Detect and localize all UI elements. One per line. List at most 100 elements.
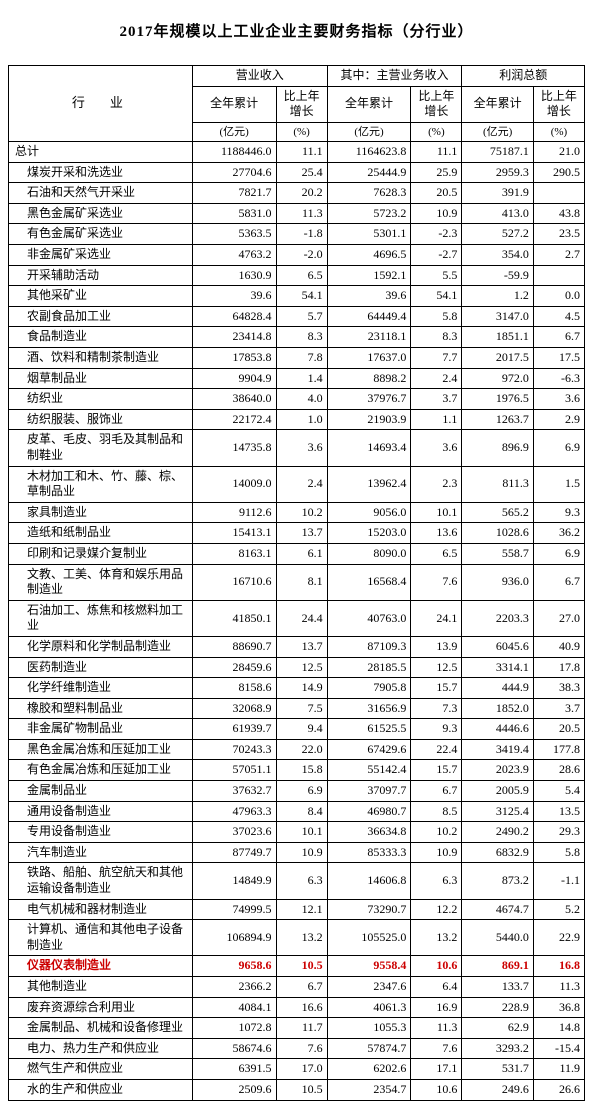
cell-revenue: 37023.6: [192, 822, 276, 843]
cell-revenue-growth: 5.7: [276, 306, 327, 327]
cell-profit-growth: 26.6: [533, 1079, 584, 1100]
cell-main-revenue-growth: 7.7: [411, 348, 462, 369]
cell-main-revenue-growth: 2.4: [411, 368, 462, 389]
cell-profit-growth: 9.3: [533, 502, 584, 523]
cell-revenue: 37632.7: [192, 781, 276, 802]
cell-revenue: 9904.9: [192, 368, 276, 389]
cell-profit-growth: -15.4: [533, 1038, 584, 1059]
industry-name: 水的生产和供应业: [9, 1079, 193, 1100]
cell-revenue: 7821.7: [192, 183, 276, 204]
cell-profit: 558.7: [462, 543, 533, 564]
industry-name: 木材加工和木、竹、藤、棕、草制品业: [9, 466, 193, 502]
cell-profit-growth: 6.9: [533, 543, 584, 564]
table-row: 计算机、通信和其他电子设备制造业106894.913.2105525.013.2…: [9, 920, 585, 956]
cell-main-revenue-growth: -2.7: [411, 245, 462, 266]
unit-pct-2: (%): [411, 122, 462, 141]
cell-profit: -59.9: [462, 265, 533, 286]
cell-revenue-growth: 11.3: [276, 203, 327, 224]
cell-profit: 527.2: [462, 224, 533, 245]
cell-main-revenue: 23118.1: [327, 327, 411, 348]
cell-main-revenue: 7628.3: [327, 183, 411, 204]
col-fullyear-3: 全年累计: [462, 86, 533, 122]
cell-revenue: 5831.0: [192, 203, 276, 224]
table-row: 汽车制造业87749.710.985333.310.96832.95.8: [9, 842, 585, 863]
cell-revenue: 106894.9: [192, 920, 276, 956]
cell-main-revenue-growth: 6.5: [411, 543, 462, 564]
cell-revenue-growth: 54.1: [276, 286, 327, 307]
industry-name: 煤炭开采和洗选业: [9, 162, 193, 183]
table-row: 黑色金属矿采选业5831.011.35723.210.9413.043.8: [9, 203, 585, 224]
cell-main-revenue: 105525.0: [327, 920, 411, 956]
cell-profit-growth: 28.6: [533, 760, 584, 781]
cell-revenue: 74999.5: [192, 899, 276, 920]
col-yoy-2: 比上年增长: [411, 86, 462, 122]
cell-revenue-growth: 6.3: [276, 863, 327, 899]
cell-profit-growth: 290.5: [533, 162, 584, 183]
cell-profit: 565.2: [462, 502, 533, 523]
cell-main-revenue-growth: 22.4: [411, 739, 462, 760]
cell-main-revenue: 9558.4: [327, 956, 411, 977]
cell-profit: 3125.4: [462, 801, 533, 822]
cell-revenue-growth: 1.4: [276, 368, 327, 389]
table-row: 印刷和记录媒介复制业8163.16.18090.06.5558.76.9: [9, 543, 585, 564]
table-row: 仪器仪表制造业9658.610.59558.410.6869.116.8: [9, 956, 585, 977]
cell-profit: 444.9: [462, 678, 533, 699]
cell-main-revenue-growth: 3.6: [411, 430, 462, 466]
cell-main-revenue-growth: 15.7: [411, 760, 462, 781]
industry-name: 电气机械和器材制造业: [9, 899, 193, 920]
table-row: 专用设备制造业37023.610.136634.810.22490.229.3: [9, 822, 585, 843]
cell-profit-growth: 6.9: [533, 430, 584, 466]
cell-revenue: 8158.6: [192, 678, 276, 699]
cell-profit-growth: 5.8: [533, 842, 584, 863]
table-row: 化学原料和化学制品制造业88690.713.787109.313.96045.6…: [9, 636, 585, 657]
cell-revenue-growth: 8.1: [276, 564, 327, 600]
cell-revenue-growth: 6.9: [276, 781, 327, 802]
cell-main-revenue-growth: 8.3: [411, 327, 462, 348]
cell-main-revenue: 39.6: [327, 286, 411, 307]
industry-name: 汽车制造业: [9, 842, 193, 863]
financial-table: 行 业 营业收入 其中：主营业务收入 利润总额 全年累计 比上年增长 全年累计 …: [8, 65, 585, 1101]
industry-name: 仪器仪表制造业: [9, 956, 193, 977]
cell-profit-growth: 3.6: [533, 389, 584, 410]
industry-name: 金属制品业: [9, 781, 193, 802]
cell-main-revenue-growth: 5.8: [411, 306, 462, 327]
cell-main-revenue: 46980.7: [327, 801, 411, 822]
table-row: 水的生产和供应业2509.610.52354.710.6249.626.6: [9, 1079, 585, 1100]
cell-profit-growth: 38.3: [533, 678, 584, 699]
cell-revenue: 9112.6: [192, 502, 276, 523]
col-industry: 行 业: [9, 66, 193, 142]
cell-profit: 133.7: [462, 977, 533, 998]
cell-revenue-growth: 20.2: [276, 183, 327, 204]
cell-profit: 6832.9: [462, 842, 533, 863]
cell-main-revenue: 21903.9: [327, 409, 411, 430]
cell-main-revenue-growth: 10.9: [411, 203, 462, 224]
cell-revenue: 41850.1: [192, 600, 276, 636]
table-header: 行 业 营业收入 其中：主营业务收入 利润总额 全年累计 比上年增长 全年累计 …: [9, 66, 585, 142]
cell-profit-growth: 177.8: [533, 739, 584, 760]
cell-main-revenue: 37976.7: [327, 389, 411, 410]
cell-revenue-growth: 11.7: [276, 1018, 327, 1039]
page-title: 2017年规模以上工业企业主要财务指标（分行业）: [8, 20, 585, 41]
col-group-profit: 利润总额: [462, 66, 585, 87]
cell-main-revenue: 7905.8: [327, 678, 411, 699]
table-row: 废弃资源综合利用业4084.116.64061.316.9228.936.8: [9, 997, 585, 1018]
industry-name: 家具制造业: [9, 502, 193, 523]
cell-revenue: 1072.8: [192, 1018, 276, 1039]
cell-revenue: 39.6: [192, 286, 276, 307]
cell-main-revenue: 8090.0: [327, 543, 411, 564]
cell-revenue: 14009.0: [192, 466, 276, 502]
cell-revenue-growth: 13.7: [276, 523, 327, 544]
cell-revenue: 27704.6: [192, 162, 276, 183]
cell-profit-growth: 27.0: [533, 600, 584, 636]
cell-revenue: 2509.6: [192, 1079, 276, 1100]
cell-profit-growth: 6.7: [533, 327, 584, 348]
cell-revenue: 14849.9: [192, 863, 276, 899]
cell-main-revenue: 37097.7: [327, 781, 411, 802]
cell-main-revenue: 13962.4: [327, 466, 411, 502]
cell-main-revenue: 31656.9: [327, 698, 411, 719]
cell-main-revenue-growth: 2.3: [411, 466, 462, 502]
industry-name: 石油加工、炼焦和核燃料加工业: [9, 600, 193, 636]
cell-profit: 413.0: [462, 203, 533, 224]
table-row: 石油加工、炼焦和核燃料加工业41850.124.440763.024.12203…: [9, 600, 585, 636]
col-fullyear-1: 全年累计: [192, 86, 276, 122]
